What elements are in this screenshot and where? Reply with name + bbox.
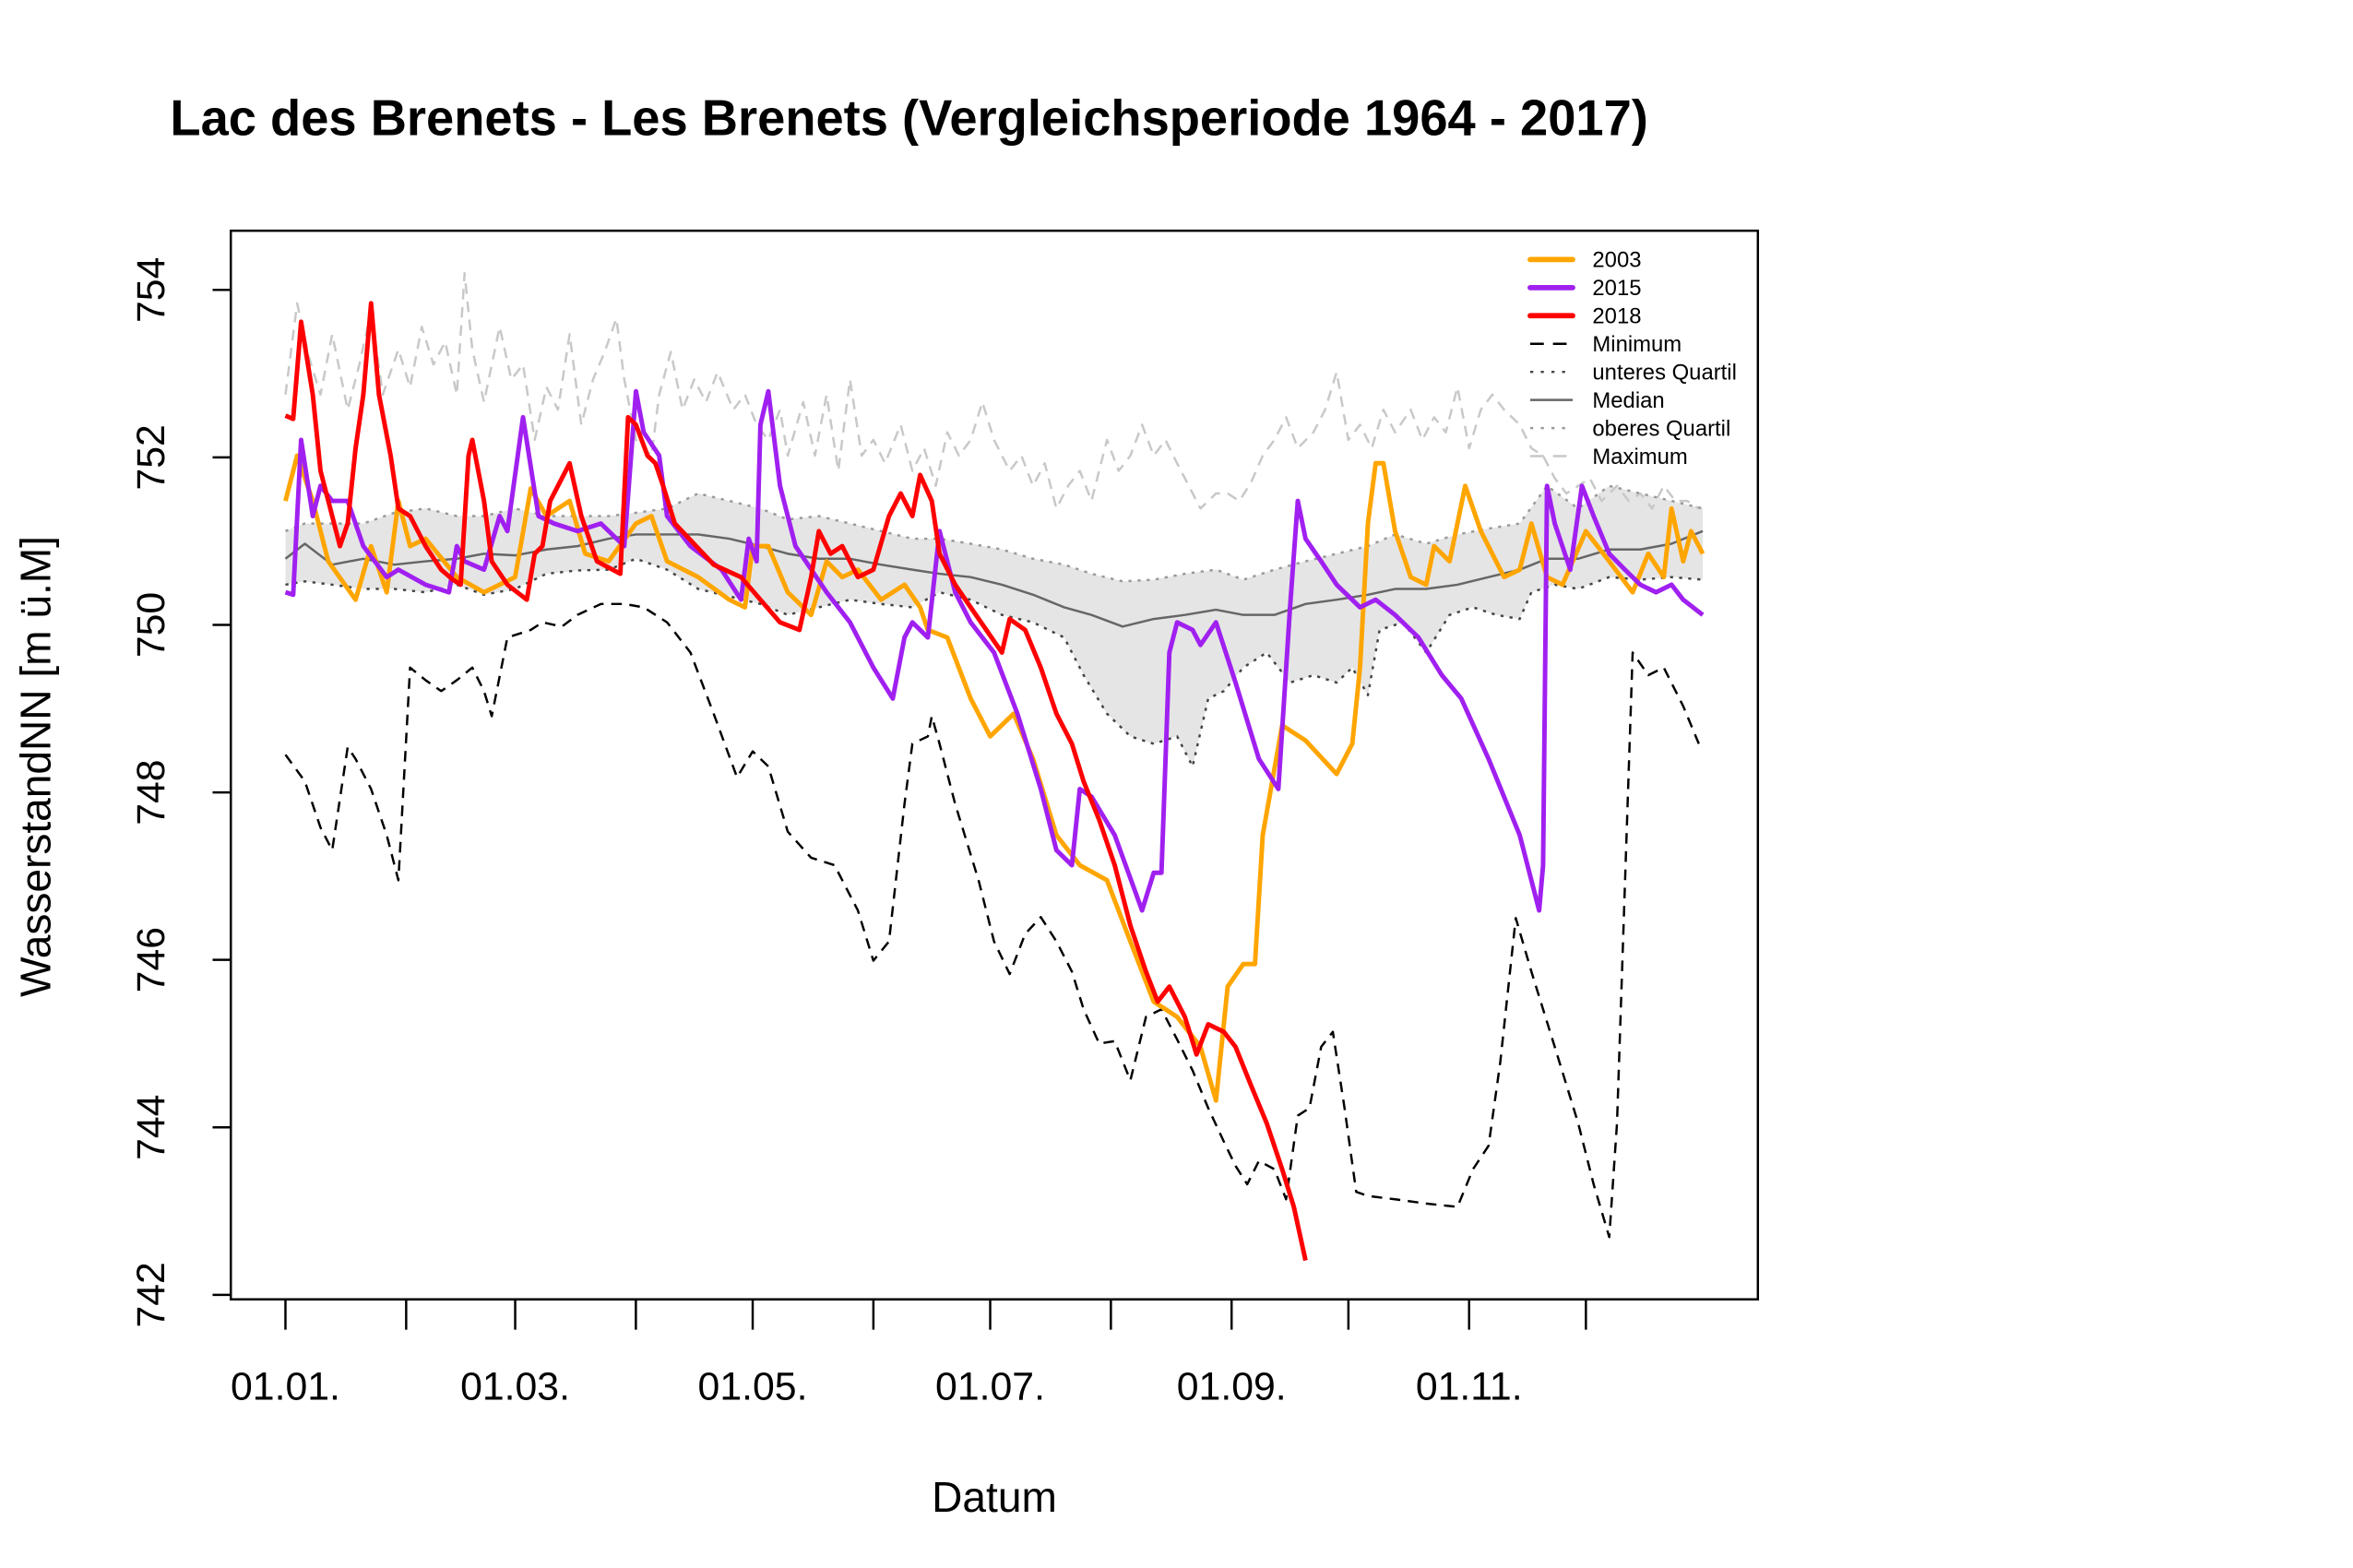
legend-label: Minimum	[1592, 332, 1682, 357]
series-line-maximum	[284, 271, 1700, 510]
y-tick-label: 742	[129, 1262, 173, 1327]
legend: 2003 2015 2018 Minimum unteres Quartil Median…	[1527, 248, 1737, 469]
legend-label: unteres Quartil	[1592, 360, 1736, 385]
x-tick-label: 01.01.	[231, 1364, 340, 1408]
axes: 742 744 746 748 750 752 754 01.01. 01.03. 01.05. 0…	[129, 257, 1587, 1408]
series-line-minimum	[284, 602, 1700, 1239]
interquartile-band	[285, 485, 1703, 766]
legend-label: Median	[1592, 388, 1664, 413]
x-axis-label: Datum	[932, 1473, 1057, 1521]
legend-label: 2018	[1592, 304, 1641, 329]
series-line-2018	[284, 301, 1308, 1262]
chart-title: Lac des Brenets - Les Brenets (Vergleich…	[170, 89, 1647, 146]
y-tick-label: 746	[129, 927, 173, 992]
series-line-median	[284, 529, 1704, 628]
x-tick-label: 01.09.	[1177, 1364, 1287, 1408]
quartile-band	[285, 485, 1703, 766]
y-tick-label: 744	[129, 1095, 173, 1160]
legend-label: Maximum	[1592, 445, 1687, 469]
series-line-unteres-quartil	[285, 557, 1704, 768]
y-tick-label: 754	[129, 257, 173, 323]
x-tick-label: 01.07.	[935, 1364, 1045, 1408]
x-tick-label: 01.11.	[1416, 1364, 1523, 1408]
x-tick-label: 01.05.	[698, 1364, 808, 1408]
legend-label: oberes Quartil	[1592, 416, 1730, 441]
legend-label: 2003	[1592, 248, 1641, 273]
series-line-2015	[284, 388, 1705, 913]
legend-label: 2015	[1592, 276, 1641, 301]
y-tick-label: 752	[129, 424, 173, 490]
series-lines	[283, 271, 1705, 1262]
x-tick-label: 01.03.	[460, 1364, 570, 1408]
y-axis-label: WasserstandNN [m ü.M]	[11, 536, 59, 997]
y-tick-label: 750	[129, 592, 173, 658]
y-tick-label: 748	[129, 759, 173, 825]
